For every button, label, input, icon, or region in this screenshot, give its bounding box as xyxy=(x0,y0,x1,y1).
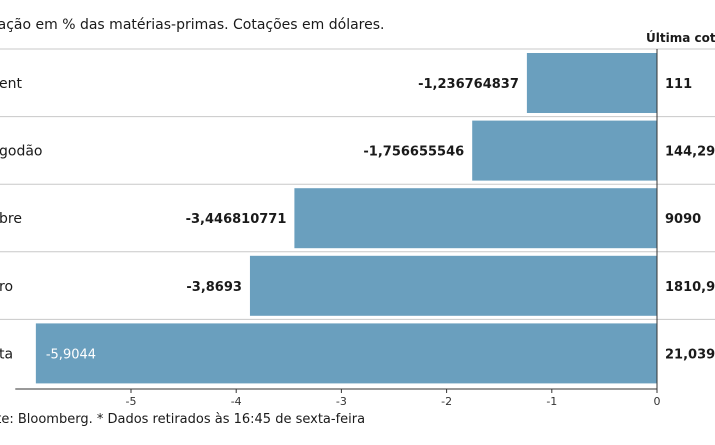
category-label: ro xyxy=(0,279,13,295)
category-label: ent xyxy=(0,76,22,92)
value-label: -3,446810771 xyxy=(186,212,287,227)
value-label: -1,756655546 xyxy=(363,145,464,160)
last-price-value: 144,29 xyxy=(665,145,715,160)
value-label: -3,8693 xyxy=(186,280,242,295)
last-price-value: 1810,92 xyxy=(665,280,715,295)
last-price-value: 9090 xyxy=(665,212,701,227)
bar xyxy=(472,120,657,181)
x-tick-label: -3 xyxy=(336,395,347,408)
chart-subtitle: riação em % das matérias-primas. Cotaçõe… xyxy=(0,17,385,33)
bar xyxy=(249,255,657,316)
category-label: ta xyxy=(0,346,13,362)
category-label: godão xyxy=(0,144,42,160)
x-tick-label: -5 xyxy=(126,395,137,408)
bar xyxy=(294,188,657,249)
bar xyxy=(35,323,658,384)
last-price-value: 21,0394 xyxy=(665,347,715,362)
value-label: -1,236764837 xyxy=(418,77,519,92)
source-note: nte: Bloomberg. * Dados retirados às 16:… xyxy=(0,412,366,427)
x-tick-label: -1 xyxy=(546,395,557,408)
last-price-header: Última cotaç xyxy=(646,31,715,45)
value-label: -5,9044 xyxy=(46,347,96,362)
x-tick-label: -4 xyxy=(231,395,242,408)
bar xyxy=(526,53,657,113)
x-tick-label: -2 xyxy=(441,395,452,408)
last-price-value: 111 xyxy=(665,77,692,92)
category-label: bre xyxy=(0,211,22,227)
x-tick-label: 0 xyxy=(654,395,661,408)
